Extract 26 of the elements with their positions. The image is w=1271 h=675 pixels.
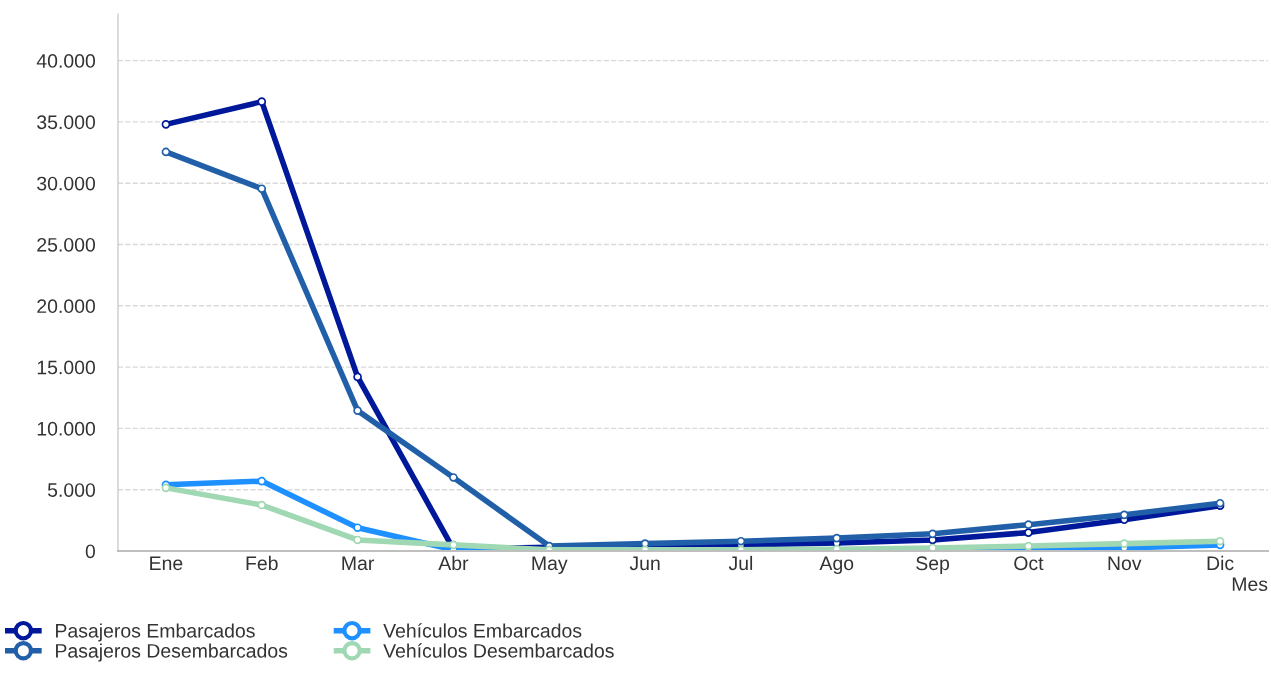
x-axis-title: Mes (1232, 577, 1268, 592)
x-tick-label: Jul (728, 555, 753, 571)
y-tick-label: 5.000 (47, 483, 96, 497)
y-tick-label: 40.000 (36, 54, 96, 68)
x-tick-label: Oct (1014, 556, 1044, 571)
y-tick-label: 0 (85, 544, 96, 559)
y-tick-label: 20.000 (37, 299, 96, 314)
y-tick-label: 35.000 (37, 115, 96, 130)
legend-label: Vehículos Desembarcados (383, 643, 614, 658)
x-tick-label: Ago (819, 556, 854, 574)
x-tick-label: Dic (1207, 555, 1234, 571)
legend-label: Pasajeros Embarcados (56, 623, 255, 642)
x-tick-label: Ene (150, 556, 183, 571)
y-tick-label: 25.000 (37, 237, 96, 252)
legend-label: Pasajeros Desembarcados (56, 643, 288, 662)
x-tick-label: Nov (1108, 556, 1142, 571)
x-tick-label: Jun (629, 556, 660, 571)
x-tick-label: Mar (342, 556, 375, 571)
x-tick-label: Abr (438, 555, 469, 571)
x-tick-label: Feb (246, 555, 278, 571)
x-tick-label: Sep (916, 556, 950, 574)
y-tick-label: 30.000 (37, 176, 96, 191)
x-tick-label: May (532, 556, 568, 574)
y-tick-label: 15.000 (37, 360, 96, 375)
y-tick-label: 10.000 (37, 421, 96, 436)
legend-label: Vehículos Embarcados (383, 623, 582, 638)
